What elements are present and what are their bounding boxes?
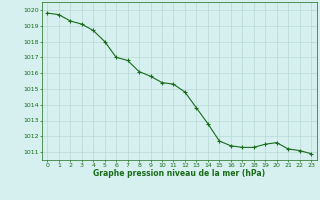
- X-axis label: Graphe pression niveau de la mer (hPa): Graphe pression niveau de la mer (hPa): [93, 169, 265, 178]
